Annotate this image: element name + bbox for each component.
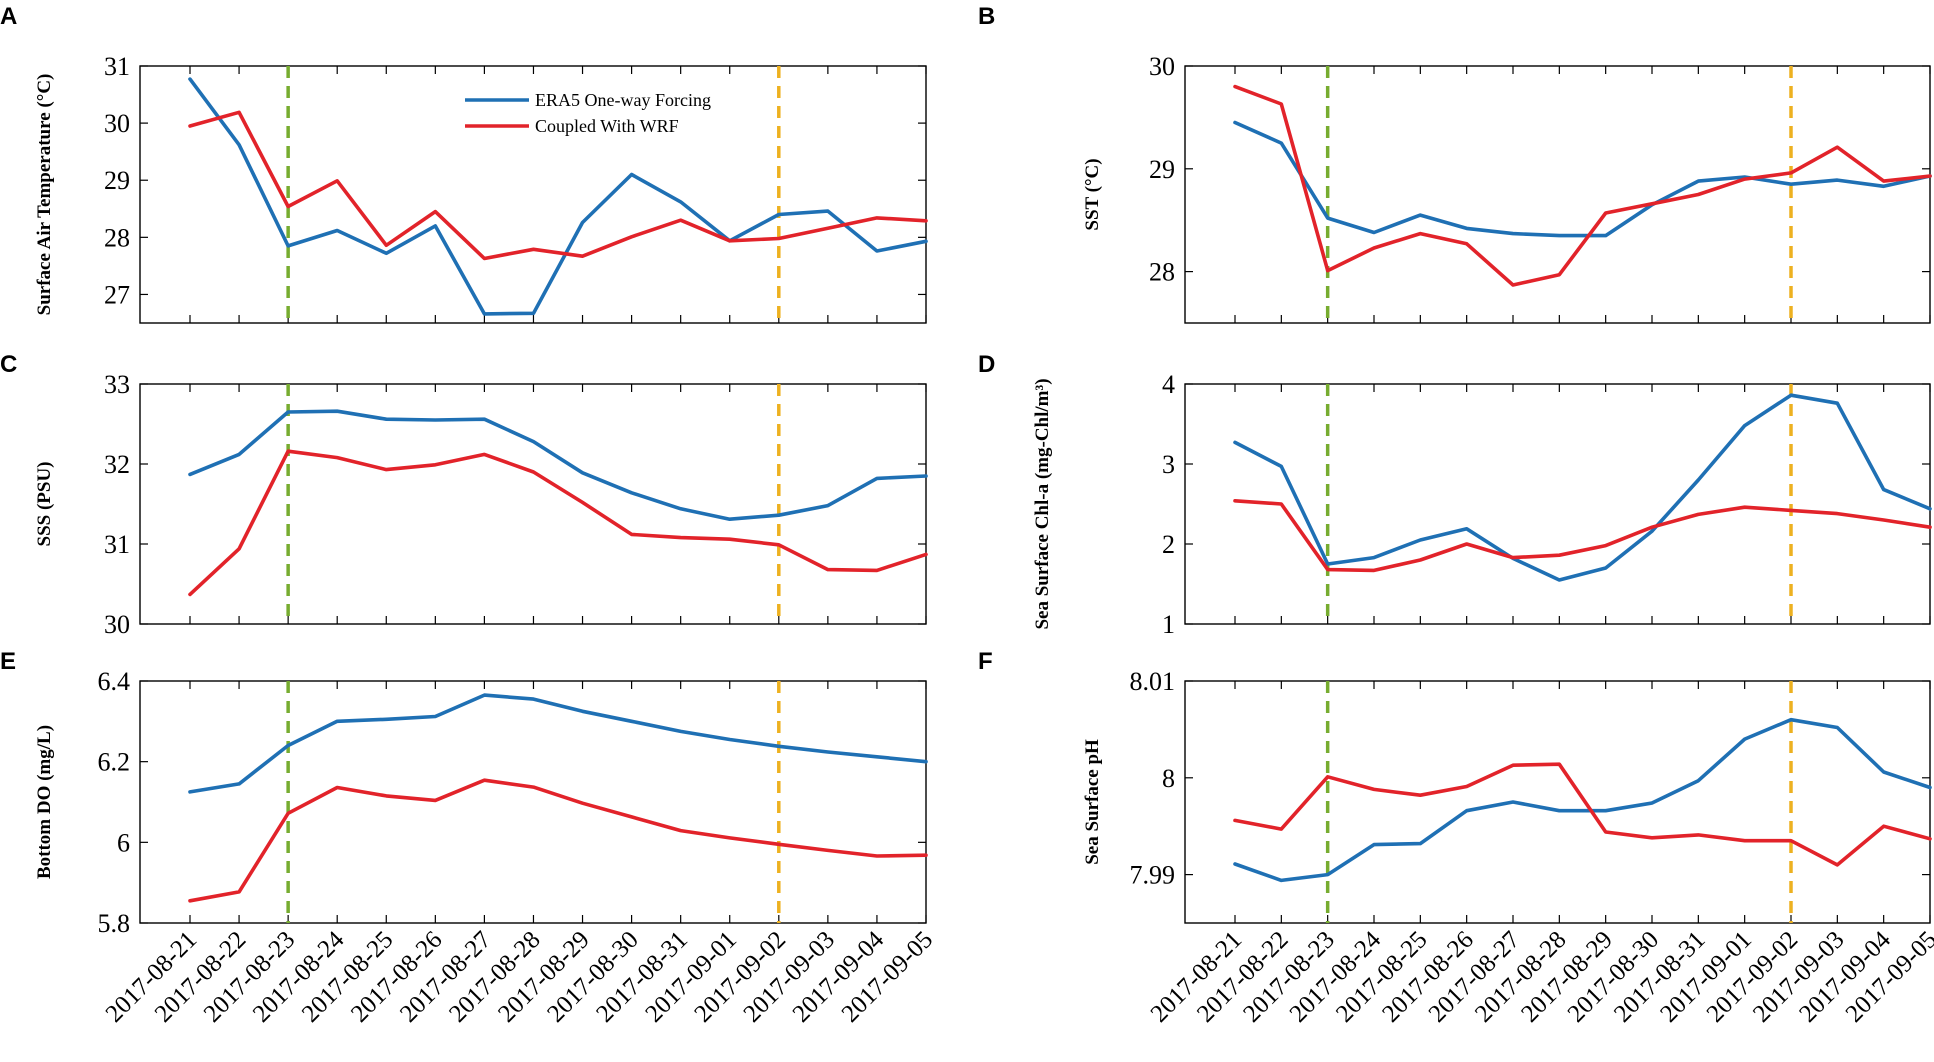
legend-label-era5: ERA5 One-way Forcing	[535, 90, 711, 110]
axis-box-C	[139, 383, 927, 625]
chart-panel-C: C 30 31 32 33 SSS (PSU)	[0, 351, 928, 639]
panel-letter-E: E	[0, 648, 16, 675]
chart-panel-A: A 27 28 29 30 31 Surface Air Temperature (°C) E…	[0, 3, 928, 324]
panel-letter-A: A	[0, 3, 17, 30]
panel-letter-F: F	[978, 648, 993, 675]
ytick-label-A: 27	[104, 280, 130, 309]
series-line-era5-E	[188, 693, 928, 794]
ylabel-D: Sea Surface Chl-a (mg-Chl/m³)	[1032, 378, 1053, 629]
series-line-coupled-E	[188, 778, 928, 903]
series-line-coupled-B	[1233, 84, 1932, 287]
ytick-label-B: 28	[1149, 258, 1175, 287]
ytick-label-B: 29	[1149, 155, 1175, 184]
ylabel-C: SSS (PSU)	[34, 462, 55, 547]
ytick-label-D: 2	[1162, 530, 1175, 559]
ytick-label-E: 5.8	[98, 909, 131, 938]
chart-panel-D: D 1 2 3 4 Sea Surface Chl-a (mg-Chl/m³)	[978, 351, 1932, 639]
legend-label-coupled: Coupled With WRF	[535, 116, 679, 136]
series-line-coupled-F	[1233, 762, 1932, 867]
panel-letter-C: C	[0, 351, 17, 378]
axis-box-D	[1184, 383, 1931, 625]
series-line-era5-D	[1233, 393, 1932, 582]
ytick-label-E: 6.2	[98, 748, 131, 777]
ytick-label-E: 6	[117, 828, 130, 857]
ytick-label-C: 30	[104, 610, 130, 639]
ylabel-F: Sea Surface pH	[1082, 739, 1103, 865]
ytick-label-D: 4	[1162, 370, 1175, 399]
axis-box-F	[1184, 680, 1931, 924]
ylabel-E: Bottom DO (mg/L)	[34, 725, 55, 879]
ytick-label-D: 3	[1162, 450, 1175, 479]
series-line-coupled-C	[188, 449, 928, 597]
axis-box-B	[1184, 65, 1931, 324]
axis-box-E	[139, 680, 927, 924]
ytick-label-F: 7.99	[1130, 861, 1176, 890]
ytick-label-A: 31	[104, 52, 130, 81]
series-line-era5-C	[188, 409, 928, 522]
series-line-era5-A	[188, 77, 928, 316]
ylabel-B: SST (°C)	[1082, 158, 1103, 230]
series-line-era5-B	[1233, 120, 1932, 238]
panel-letter-D: D	[978, 351, 995, 378]
series-line-coupled-A	[188, 110, 928, 261]
ytick-label-A: 30	[104, 109, 130, 138]
ytick-label-E: 6.4	[98, 667, 131, 696]
ytick-label-F: 8.01	[1130, 667, 1176, 696]
axis-box-A	[139, 65, 927, 324]
series-line-coupled-D	[1233, 498, 1932, 573]
panel-letter-B: B	[978, 3, 995, 30]
ytick-label-D: 1	[1162, 610, 1175, 639]
ytick-label-C: 33	[104, 370, 130, 399]
ytick-label-C: 32	[104, 450, 130, 479]
ytick-label-F: 8	[1162, 764, 1175, 793]
ylabel-A: Surface Air Temperature (°C)	[34, 74, 55, 316]
chart-panel-B: B 28 29 30 SST (°C)	[978, 3, 1932, 324]
ytick-label-A: 29	[104, 166, 130, 195]
ytick-label-B: 30	[1149, 52, 1175, 81]
series-line-era5-F	[1233, 717, 1932, 883]
ytick-label-C: 31	[104, 530, 130, 559]
ytick-label-A: 28	[104, 223, 130, 252]
